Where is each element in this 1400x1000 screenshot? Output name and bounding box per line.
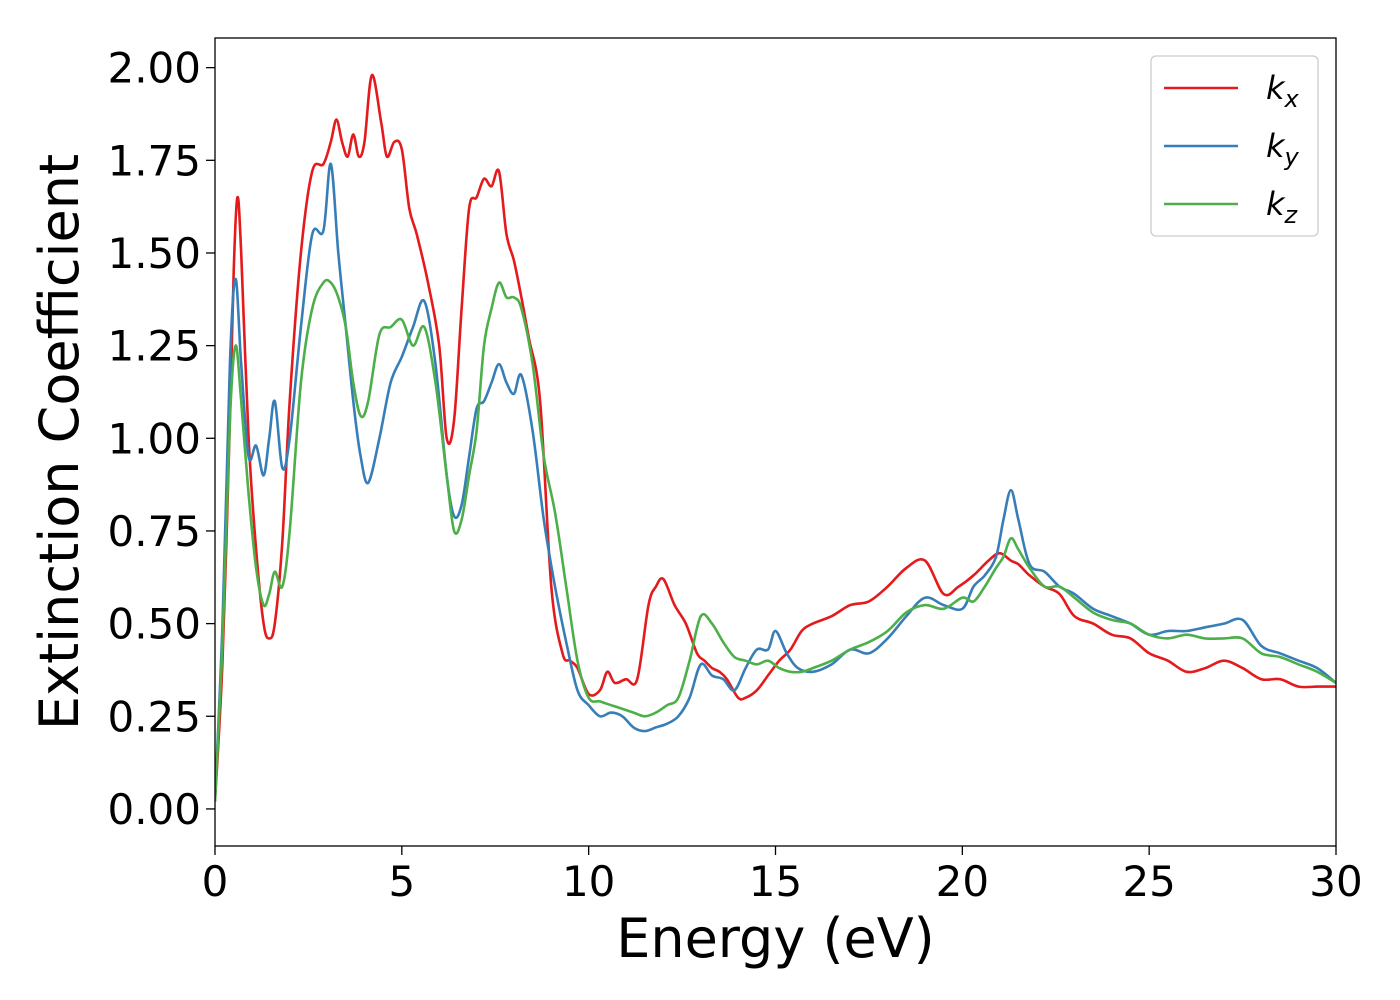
x-tick-label: 15 [749,857,802,906]
x-tick-label: 10 [562,857,615,906]
x-axis-ticks: 0 5 10 15 20 25 30 [202,846,1363,906]
legend-label-kz: kz [1266,185,1299,229]
x-tick-label: 0 [202,857,229,906]
y-axis-title: Extinction Coefficient [28,154,91,730]
x-tick-label: 30 [1309,857,1362,906]
y-tick-label: 1.50 [107,229,201,278]
x-axis-title: Energy (eV) [616,907,935,970]
series-line-kz [215,278,1336,802]
series-line-ky [215,162,1336,798]
y-tick-label: 1.00 [107,414,201,463]
y-tick-label: 2.00 [107,44,201,93]
x-tick-label: 25 [1122,857,1175,906]
legend: kx ky kz [1150,55,1319,237]
y-tick-label: 1.25 [107,322,201,371]
y-tick-label: 0.00 [107,785,201,834]
y-tick-label: 0.50 [107,600,201,649]
series-lines [215,73,1336,802]
x-tick-label: 20 [936,857,989,906]
y-tick-label: 0.25 [107,692,201,741]
y-tick-label: 1.75 [107,136,201,185]
x-tick-label: 5 [388,857,415,906]
y-tick-label: 0.75 [107,507,201,556]
legend-label-kx: kx [1266,69,1300,113]
y-axis-ticks: 0.00 0.25 0.50 0.75 1.00 1.25 1.50 1.75 2.00 [107,44,215,834]
legend-label-ky: ky [1266,127,1300,171]
